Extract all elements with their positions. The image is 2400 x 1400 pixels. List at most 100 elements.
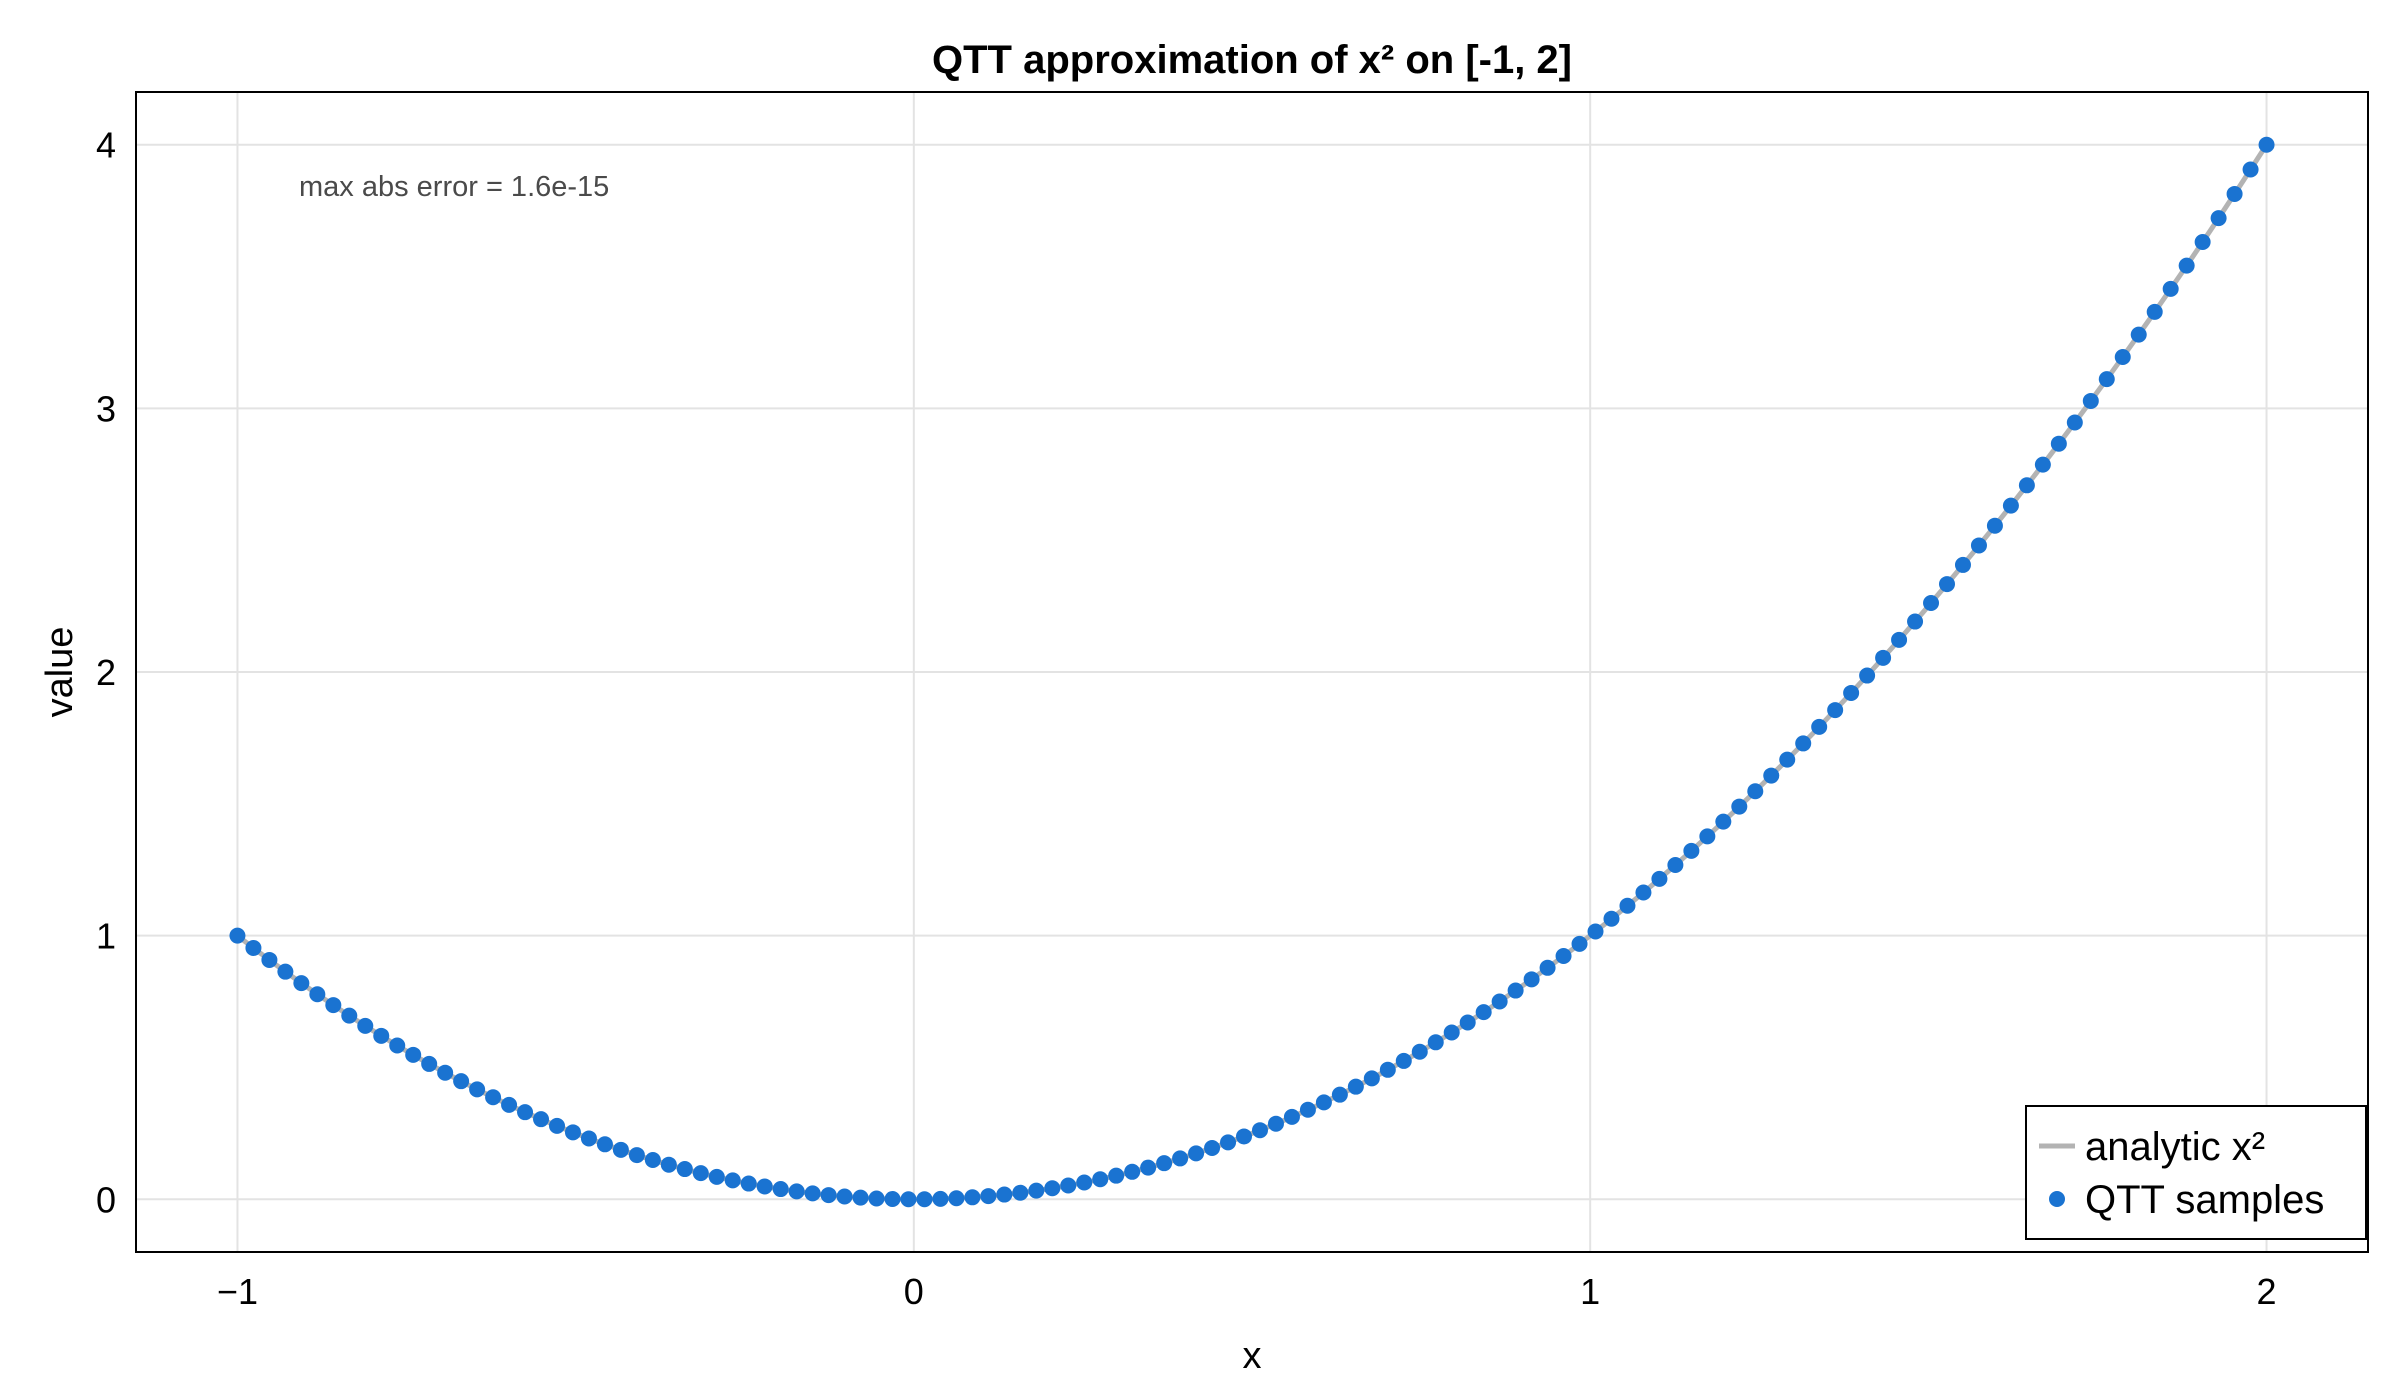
sample-point bbox=[1731, 798, 1748, 815]
sample-point bbox=[1331, 1086, 1348, 1103]
sample-point bbox=[756, 1178, 773, 1195]
sample-point bbox=[1939, 576, 1955, 593]
sample-point bbox=[1204, 1140, 1221, 1157]
sample-point bbox=[708, 1168, 725, 1185]
sample-point bbox=[1251, 1122, 1268, 1139]
sample-points-layer bbox=[229, 136, 2275, 1208]
sample-point bbox=[533, 1111, 550, 1128]
sample-point bbox=[1283, 1108, 1300, 1125]
sample-point bbox=[1715, 813, 1732, 830]
sample-point bbox=[788, 1183, 805, 1200]
sample-point bbox=[820, 1187, 837, 1204]
sample-point bbox=[373, 1027, 390, 1044]
sample-point bbox=[229, 927, 246, 944]
sample-point bbox=[916, 1191, 933, 1208]
sample-point bbox=[1683, 842, 1700, 859]
sample-point bbox=[1363, 1070, 1380, 1087]
sample-point bbox=[1811, 718, 1828, 735]
sample-point bbox=[1044, 1180, 1061, 1197]
grid bbox=[136, 92, 2368, 1252]
sample-point bbox=[900, 1191, 917, 1208]
legend-marker-swatch bbox=[2049, 1191, 2065, 1207]
sample-point bbox=[2178, 257, 2195, 274]
sample-point bbox=[405, 1046, 422, 1063]
sample-point bbox=[389, 1037, 406, 1054]
sample-point bbox=[1859, 667, 1876, 684]
sample-point bbox=[1427, 1034, 1444, 1051]
sample-point bbox=[277, 963, 294, 980]
y-tick-label: 1 bbox=[96, 916, 116, 957]
sample-point bbox=[2082, 392, 2099, 409]
sample-point bbox=[676, 1161, 693, 1178]
sample-point bbox=[644, 1152, 661, 1169]
sample-point bbox=[1795, 735, 1812, 752]
sample-point bbox=[2194, 234, 2211, 251]
sample-point bbox=[980, 1188, 997, 1205]
y-axis-label: value bbox=[39, 627, 81, 718]
sample-point bbox=[245, 939, 262, 956]
sample-point bbox=[996, 1186, 1013, 1203]
sample-point bbox=[1267, 1115, 1284, 1132]
sample-point bbox=[836, 1188, 853, 1205]
x-tick-label: −1 bbox=[217, 1271, 258, 1312]
sample-point bbox=[261, 951, 278, 968]
sample-point bbox=[1923, 594, 1940, 611]
sample-point bbox=[2242, 161, 2259, 178]
sample-point bbox=[692, 1165, 709, 1182]
y-tick-label: 4 bbox=[96, 125, 116, 166]
sample-point bbox=[1379, 1061, 1396, 1078]
x-axis-label: x bbox=[1243, 1335, 1262, 1377]
sample-point bbox=[1523, 971, 1540, 988]
x-tick-label: 0 bbox=[904, 1271, 924, 1312]
sample-point bbox=[1299, 1101, 1316, 1118]
sample-point bbox=[1587, 923, 1604, 940]
sample-point bbox=[1843, 684, 1860, 701]
sample-point bbox=[293, 975, 310, 992]
sample-point bbox=[1156, 1155, 1173, 1172]
sample-point bbox=[1140, 1159, 1157, 1176]
sample-point bbox=[2114, 349, 2131, 366]
sample-point bbox=[1507, 982, 1524, 999]
sample-point bbox=[2034, 456, 2051, 473]
sample-point bbox=[2098, 371, 2115, 388]
sample-point bbox=[421, 1055, 438, 1072]
sample-point bbox=[1954, 556, 1971, 573]
sample-point bbox=[1619, 897, 1636, 914]
sample-point bbox=[1124, 1163, 1141, 1180]
sample-point bbox=[1891, 631, 1908, 648]
tick-labels: −1 0 1 2 0 1 2 3 4 bbox=[96, 125, 2277, 1312]
sample-point bbox=[325, 997, 342, 1014]
sample-point bbox=[772, 1181, 789, 1198]
sample-point bbox=[453, 1073, 470, 1090]
sample-point bbox=[2210, 210, 2227, 227]
sample-point bbox=[1092, 1171, 1109, 1188]
sample-point bbox=[1651, 870, 1668, 887]
x-tick-label: 2 bbox=[2257, 1271, 2277, 1312]
sample-point bbox=[884, 1191, 901, 1208]
sample-point bbox=[2002, 497, 2019, 514]
sample-point bbox=[517, 1104, 534, 1121]
sample-point bbox=[1699, 828, 1716, 845]
sample-point bbox=[485, 1089, 502, 1106]
sample-point bbox=[1060, 1177, 1077, 1194]
sample-point bbox=[1986, 517, 2003, 534]
sample-point bbox=[501, 1096, 518, 1113]
sample-point bbox=[580, 1130, 597, 1147]
sample-point bbox=[948, 1190, 965, 1207]
sample-point bbox=[1188, 1145, 1205, 1162]
sample-point bbox=[964, 1189, 981, 1206]
sample-point bbox=[341, 1007, 358, 1024]
sample-point bbox=[2226, 185, 2243, 202]
legend-label-samples: QTT samples bbox=[2085, 1178, 2324, 1222]
sample-point bbox=[1395, 1052, 1412, 1069]
sample-point bbox=[1907, 613, 1924, 630]
x-tick-label: 1 bbox=[1580, 1271, 1600, 1312]
sample-point bbox=[1012, 1184, 1029, 1201]
sample-point bbox=[1970, 537, 1987, 554]
sample-point bbox=[1603, 910, 1620, 927]
sample-point bbox=[1028, 1182, 1045, 1199]
sample-point bbox=[596, 1136, 613, 1153]
sample-point bbox=[1875, 649, 1892, 666]
sample-point bbox=[1459, 1014, 1476, 1031]
